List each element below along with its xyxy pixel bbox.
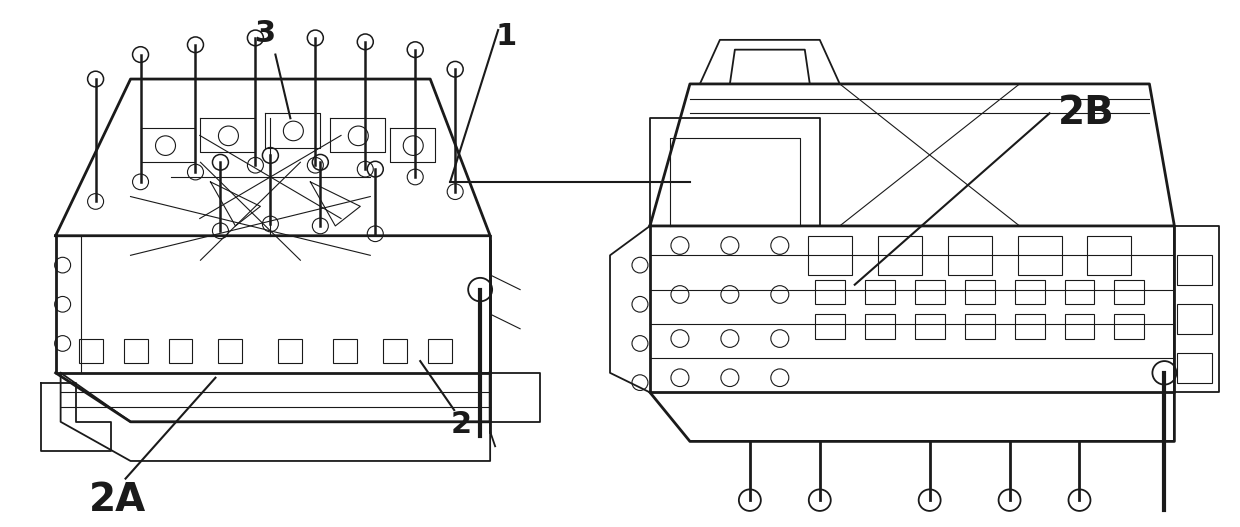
- Bar: [334, 338, 357, 363]
- Bar: [1115, 314, 1145, 338]
- Bar: [915, 314, 945, 338]
- Bar: [218, 338, 243, 363]
- Bar: [383, 338, 407, 363]
- Bar: [1177, 353, 1213, 383]
- Bar: [1177, 255, 1213, 285]
- Bar: [864, 280, 895, 304]
- Bar: [1014, 280, 1044, 304]
- Bar: [864, 314, 895, 338]
- Bar: [965, 314, 994, 338]
- Text: 2: 2: [450, 410, 471, 439]
- Bar: [428, 338, 453, 363]
- Bar: [1064, 314, 1095, 338]
- Bar: [1014, 314, 1044, 338]
- Bar: [915, 280, 945, 304]
- Bar: [807, 236, 852, 275]
- Bar: [169, 338, 192, 363]
- Bar: [947, 236, 992, 275]
- Bar: [1064, 280, 1095, 304]
- Bar: [815, 280, 844, 304]
- Bar: [1018, 236, 1061, 275]
- Text: 1: 1: [495, 22, 516, 51]
- Text: 3: 3: [255, 18, 277, 48]
- Bar: [1115, 280, 1145, 304]
- Bar: [815, 314, 844, 338]
- Bar: [78, 338, 103, 363]
- Bar: [124, 338, 148, 363]
- Bar: [1177, 304, 1213, 334]
- Text: 2B: 2B: [1058, 94, 1115, 132]
- Text: 2A: 2A: [88, 481, 146, 519]
- Bar: [1087, 236, 1131, 275]
- Bar: [965, 280, 994, 304]
- Bar: [878, 236, 921, 275]
- Bar: [279, 338, 303, 363]
